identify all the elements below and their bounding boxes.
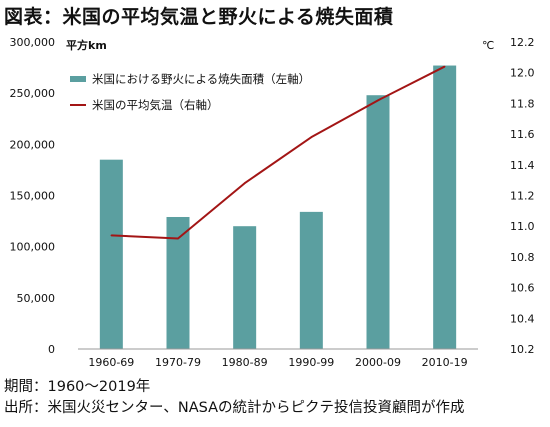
right-tick-label: 12.0 [510,67,535,80]
left-tick-label: 50,000 [17,292,56,305]
x-tick-label: 1980-89 [222,356,268,369]
left-axis-unit: 平方km [66,38,107,52]
right-tick-label: 10.8 [510,251,535,264]
left-axis: 0 50,000 100,000 150,000 200,000 250,000 300,0… [10,36,56,356]
bar [99,159,123,349]
right-tick-label: 11.2 [510,190,535,203]
x-tick-label: 1990-99 [288,356,334,369]
right-tick-label: 11.4 [510,159,535,172]
line-point [377,99,379,102]
bar [366,95,390,349]
left-tick-label: 300,000 [10,36,56,49]
right-tick-label: 11.0 [510,220,535,233]
bar-series [99,65,457,349]
right-tick-label: 10.2 [510,343,535,356]
right-tick-label: 10.4 [510,312,535,325]
legend-swatch-bars [70,76,86,82]
combo-chart: 0 50,000 100,000 150,000 200,000 250,000 300,0… [10,36,535,369]
x-axis: 1960-69 1970-79 1980-89 1990-99 2000-09 2010-… [78,348,478,369]
line-point [177,237,179,240]
x-tick-label: 1960-69 [88,356,134,369]
right-tick-label: 11.6 [510,128,535,141]
chart-title: 図表：米国の平均気温と野火による焼失面積 [4,6,394,28]
left-tick-label: 200,000 [10,138,56,151]
line-point [110,234,113,237]
line-series [110,65,446,240]
chart-notes: 期間：1960～2019年 出所：米国火災センター、NASAの統計からピクテ投信… [4,377,465,419]
bar [299,211,323,349]
left-tick-label: 0 [48,343,55,356]
x-tick-label: 1970-79 [155,356,201,369]
x-tick-label: 2010-19 [422,356,468,369]
left-tick-label: 100,000 [10,241,56,254]
line-point [243,182,246,185]
temperature-line [111,65,446,240]
left-tick-label: 250,000 [10,87,56,100]
bar [233,226,257,349]
left-tick-label: 150,000 [10,190,56,203]
legend-label-line: 米国の平均気温（右軸） [92,98,219,112]
right-axis: 10.2 10.4 10.6 10.8 11.0 11.2 11.4 11.6 11.8 12.0… [510,36,535,356]
bar [433,65,457,349]
legend-label-bars: 米国における野火による焼失面積（左軸） [92,72,310,86]
legend: 米国における野火による焼失面積（左軸） 米国の平均気温（右軸） [70,72,310,112]
period-note: 期間：1960～2019年 [4,379,151,395]
right-axis-unit: ℃ [482,39,494,52]
right-tick-label: 11.8 [510,97,535,110]
right-tick-label: 10.6 [510,282,535,295]
line-point [310,136,313,138]
right-tick-label: 12.2 [510,36,535,49]
bar [166,216,190,349]
line-point [443,65,446,68]
x-tick-label: 2000-09 [355,356,401,369]
source-note: 出所：米国火災センター、NASAの統計からピクテ投信投資顧問が作成 [4,400,465,416]
